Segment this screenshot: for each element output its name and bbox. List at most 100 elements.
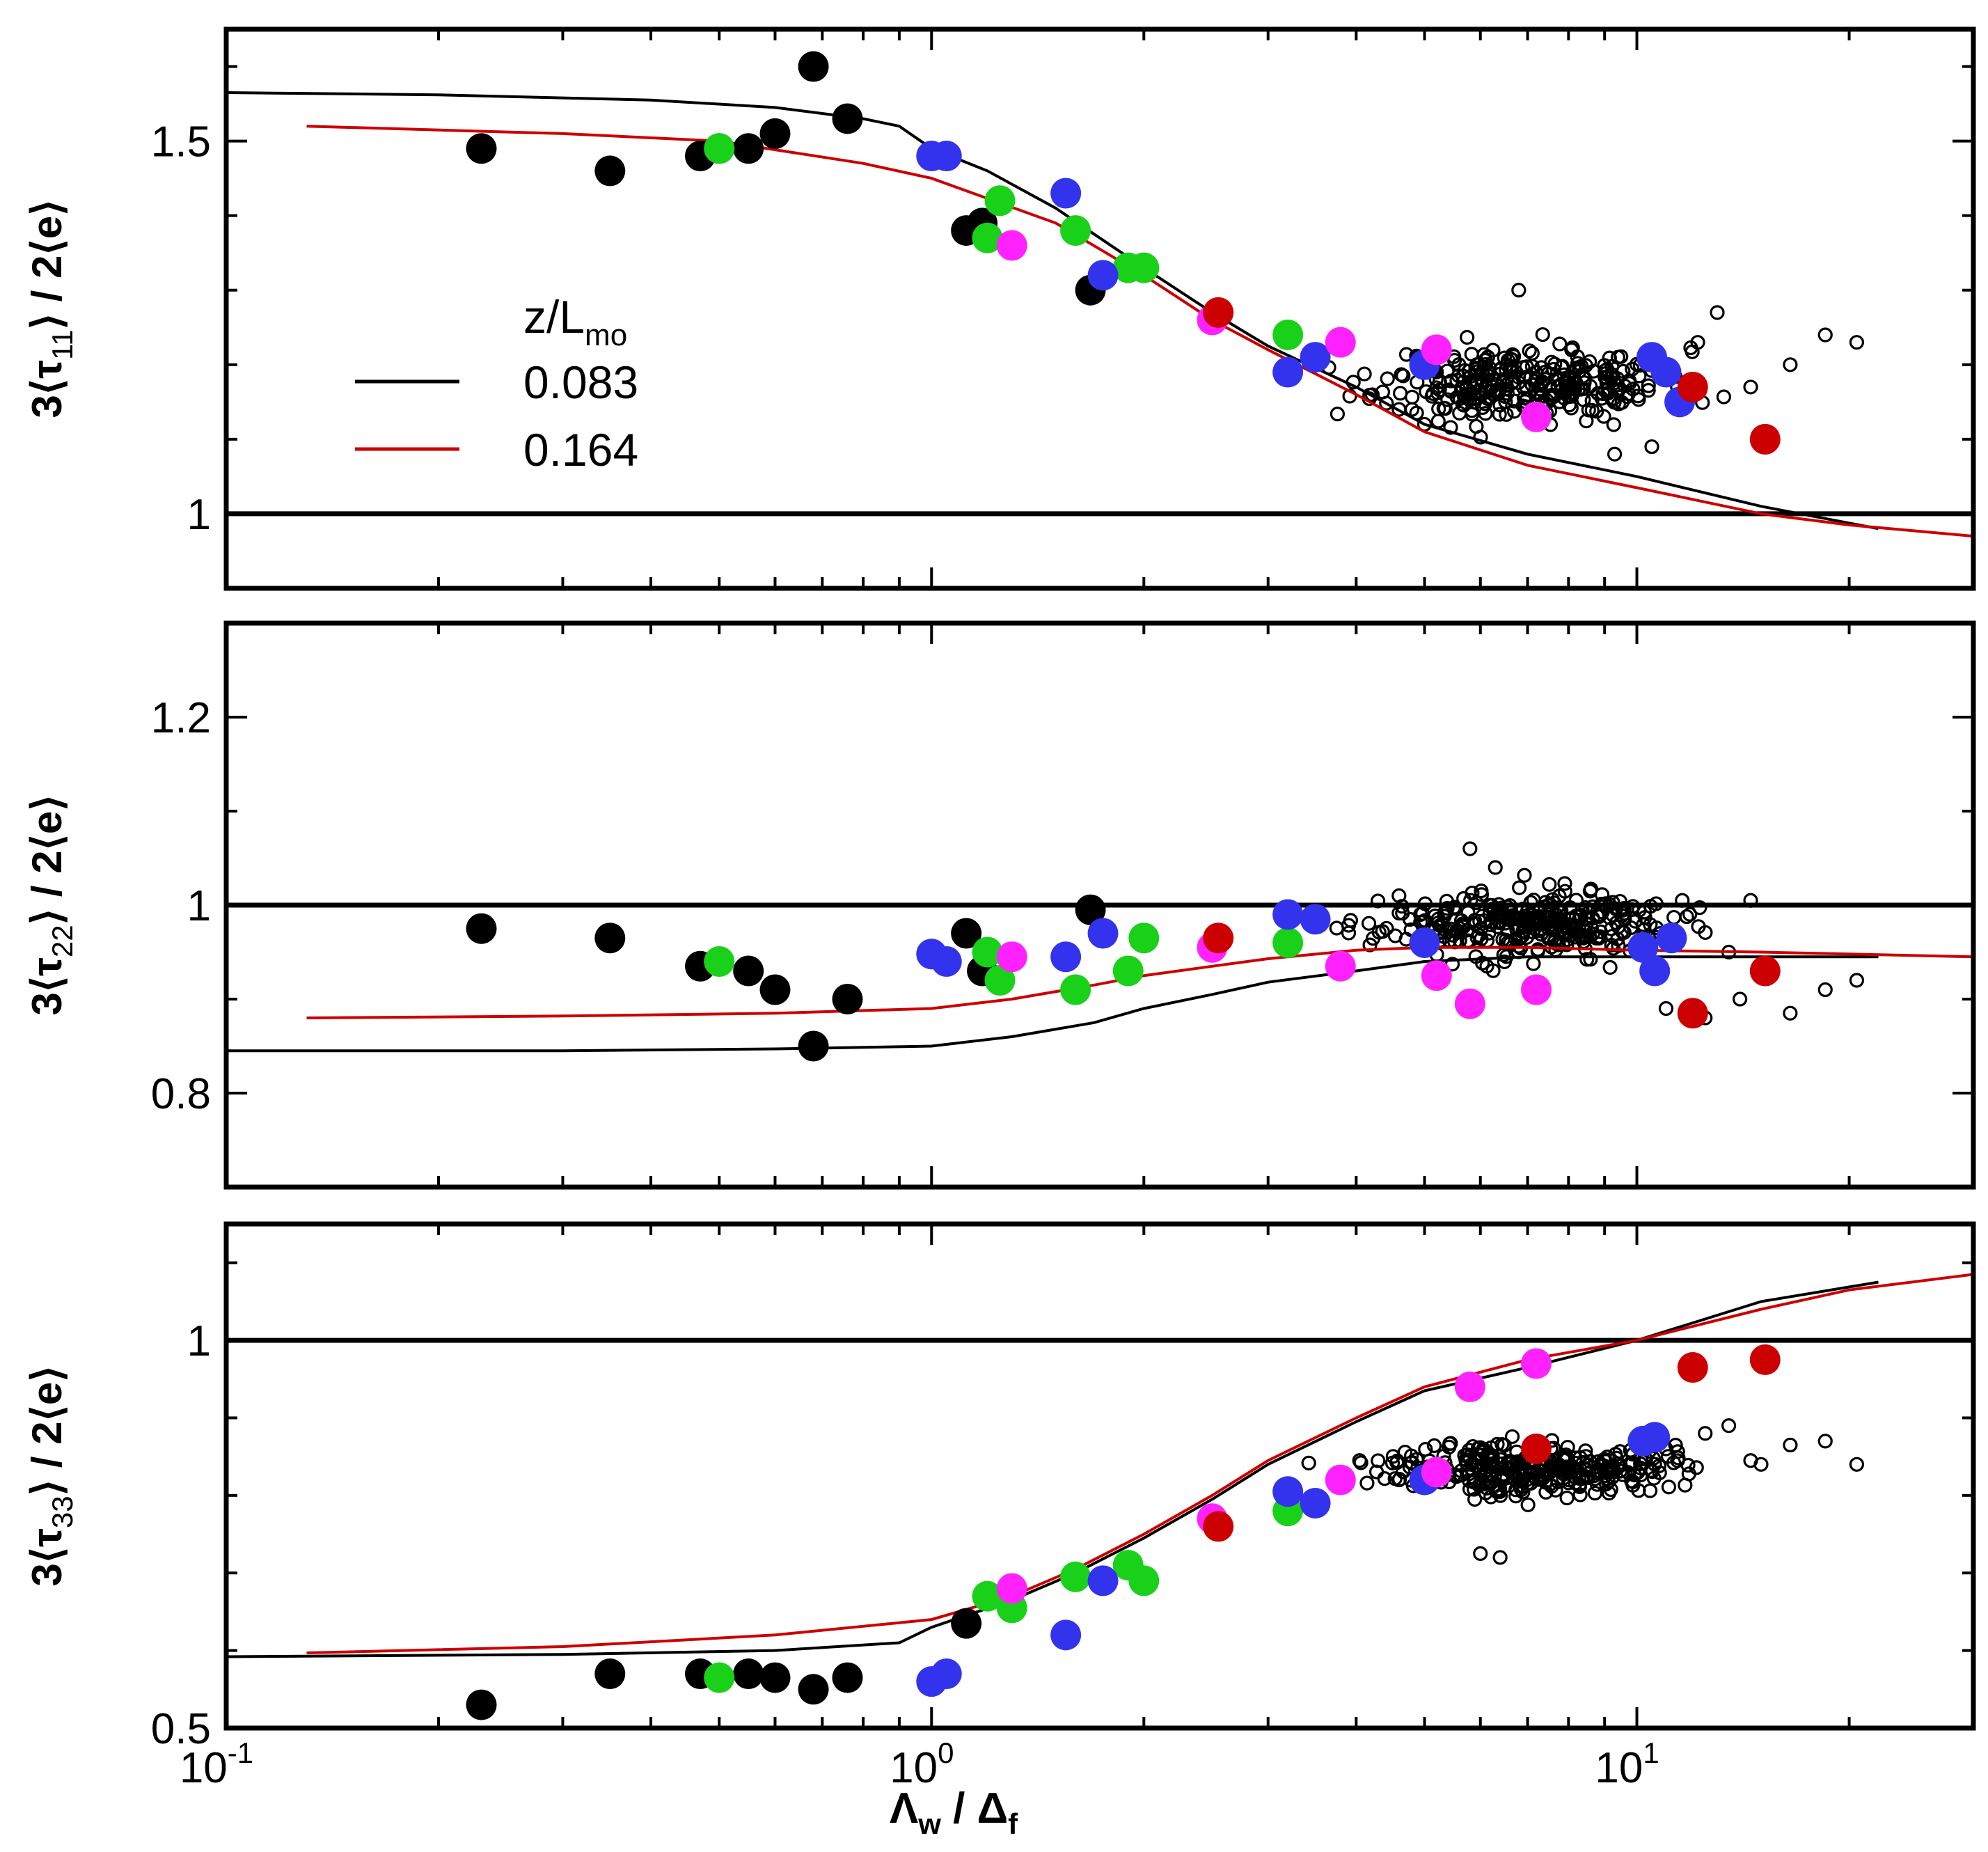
open-circle-point bbox=[1465, 1438, 1481, 1454]
open-circle-point bbox=[1630, 1465, 1646, 1480]
red-marker bbox=[1677, 371, 1708, 402]
x-ticks bbox=[225, 623, 1975, 1187]
green-marker bbox=[1060, 1561, 1091, 1592]
green-marker bbox=[704, 1662, 735, 1693]
open-circle-point bbox=[1508, 1482, 1524, 1498]
open-circle-point bbox=[1473, 430, 1488, 445]
blue-marker bbox=[1050, 1619, 1082, 1651]
blue-marker bbox=[1300, 1487, 1331, 1519]
blue-marker bbox=[1627, 932, 1659, 963]
open-circle-point bbox=[1431, 401, 1446, 416]
open-circle-point bbox=[1620, 1465, 1636, 1480]
open-circle-point bbox=[1753, 1457, 1769, 1472]
open-circle-point bbox=[1652, 1465, 1667, 1480]
magenta-marker bbox=[1421, 334, 1452, 366]
open-circle-point bbox=[1574, 359, 1589, 374]
black-marker bbox=[759, 118, 791, 149]
green-marker bbox=[1272, 319, 1304, 350]
black-marker bbox=[1075, 894, 1106, 925]
series-line-0.083 bbox=[226, 1280, 1879, 1658]
open-circle-point bbox=[1689, 1460, 1704, 1475]
open-circle-point bbox=[1533, 901, 1549, 916]
open-circle-point bbox=[1437, 904, 1453, 919]
open-circle-point bbox=[1485, 901, 1501, 917]
open-circle-point bbox=[1502, 359, 1517, 374]
open-circle-point bbox=[1698, 1426, 1713, 1441]
open-circle-point bbox=[1612, 1463, 1628, 1479]
open-circle-point bbox=[1572, 1487, 1588, 1502]
open-circle-point bbox=[1666, 909, 1682, 925]
open-circle-point bbox=[1368, 1464, 1384, 1480]
open-circle-point bbox=[1477, 396, 1493, 411]
open-circle-point bbox=[1563, 389, 1578, 405]
open-circle-point bbox=[1375, 384, 1391, 400]
magenta-marker bbox=[996, 1573, 1027, 1604]
black-marker bbox=[466, 1689, 497, 1720]
open-circle-point bbox=[1518, 919, 1533, 934]
blue-marker bbox=[1656, 923, 1687, 954]
green-marker bbox=[1128, 252, 1160, 283]
open-circle-point bbox=[1504, 1429, 1520, 1445]
black-marker bbox=[594, 1658, 626, 1690]
open-circle-point bbox=[1439, 893, 1454, 909]
open-circle-point bbox=[1526, 921, 1543, 936]
open-circle-point bbox=[1460, 329, 1475, 345]
y-ticks bbox=[226, 1261, 1973, 1729]
open-circle-point bbox=[1849, 335, 1865, 350]
open-circle-point bbox=[1396, 1464, 1411, 1480]
black-marker bbox=[594, 155, 626, 187]
open-circle-point bbox=[1572, 1450, 1588, 1465]
open-circle-point bbox=[1512, 880, 1527, 895]
open-circle-point bbox=[1379, 920, 1394, 936]
red-marker bbox=[1203, 297, 1234, 328]
green-marker bbox=[1272, 927, 1304, 958]
open-circle-point bbox=[1598, 1454, 1614, 1469]
open-circle-point bbox=[1404, 402, 1420, 417]
open-circle-point bbox=[1523, 895, 1538, 910]
open-circle-point bbox=[1396, 368, 1411, 384]
open-circle-point bbox=[1492, 1550, 1508, 1565]
open-circle-point bbox=[1568, 893, 1584, 908]
open-circle-point bbox=[1849, 973, 1865, 988]
open-circle-point bbox=[1462, 841, 1478, 856]
open-circle-point bbox=[1596, 409, 1611, 424]
open-circle-point bbox=[1660, 1449, 1676, 1464]
blue-marker bbox=[1639, 955, 1671, 987]
y-tick-label: 1 bbox=[187, 1317, 211, 1365]
plot-frame bbox=[223, 1221, 1976, 1731]
blue-marker bbox=[1650, 356, 1682, 388]
open-circle-point bbox=[1452, 405, 1467, 421]
open-circle-point bbox=[1485, 343, 1501, 358]
open-circle-point bbox=[1644, 439, 1659, 455]
open-circle-point bbox=[1612, 1444, 1627, 1459]
blue-marker bbox=[931, 141, 962, 172]
y-axis-label: 3⟨τ33⟩ / 2⟨e⟩ bbox=[24, 1365, 79, 1586]
open-circle-point bbox=[1548, 1482, 1563, 1498]
blue-markers bbox=[916, 899, 1687, 987]
open-circle-point bbox=[1359, 1475, 1375, 1491]
open-circle-point bbox=[1485, 1448, 1500, 1463]
red-marker bbox=[1749, 1344, 1781, 1375]
open-circle-point bbox=[1783, 357, 1798, 372]
open-circle-point bbox=[1733, 991, 1748, 1007]
open-circle-point bbox=[1601, 1474, 1616, 1489]
open-circle-point bbox=[1783, 1437, 1798, 1453]
black-marker bbox=[832, 1662, 863, 1693]
magenta-markers bbox=[996, 230, 1552, 432]
open-circle-point bbox=[1488, 860, 1503, 875]
open-circle-point bbox=[1524, 345, 1540, 361]
open-circle-point bbox=[1440, 392, 1456, 407]
open-circle-point bbox=[1817, 982, 1833, 998]
open-circle-point bbox=[1444, 373, 1459, 389]
open-circle-point bbox=[1357, 366, 1372, 382]
open-circle-point bbox=[1690, 335, 1705, 350]
open-circle-point bbox=[1716, 389, 1732, 405]
open-circle-point bbox=[1622, 1457, 1637, 1472]
blue-marker bbox=[1300, 342, 1331, 373]
blue-marker bbox=[931, 946, 962, 977]
open-circle-point bbox=[1609, 915, 1624, 931]
open-circle-point bbox=[1544, 1454, 1559, 1470]
open-circle-point bbox=[1478, 406, 1493, 421]
open-circle-point bbox=[1525, 1464, 1540, 1480]
